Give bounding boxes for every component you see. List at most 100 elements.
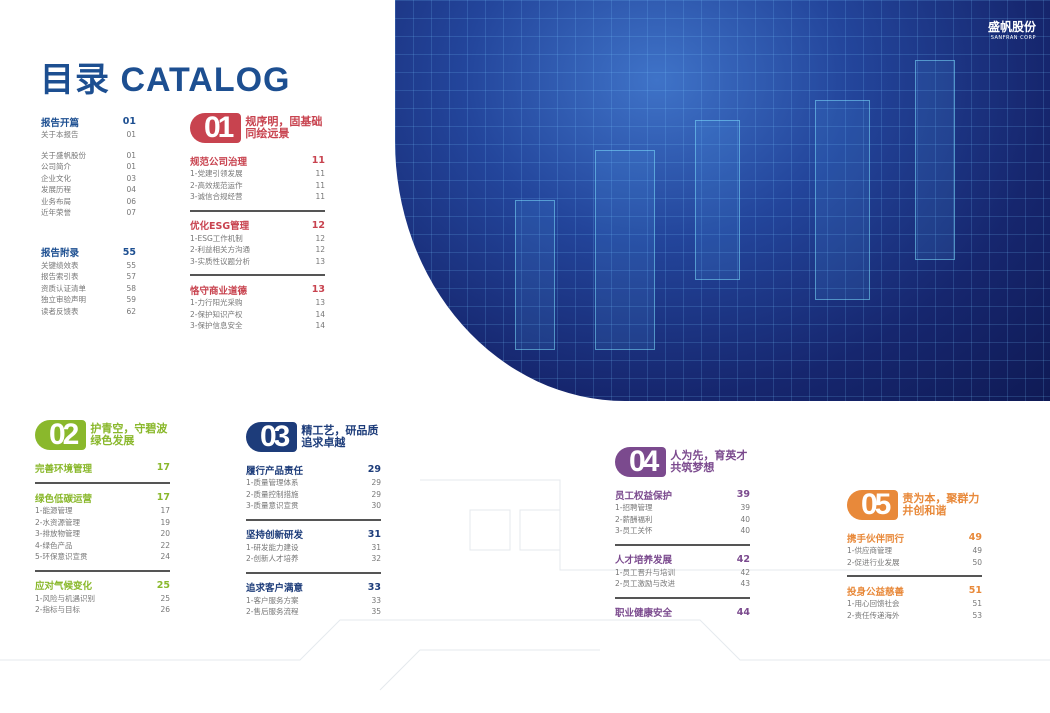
toc-heading[interactable]: 坚持创新研发 31 xyxy=(246,527,381,542)
toc-item-page: 07 xyxy=(126,208,136,218)
toc-item[interactable]: 2-指标与目标 26 xyxy=(35,604,170,616)
toc-item[interactable]: 2-高效规范运作 11 xyxy=(190,180,325,192)
toc-item[interactable]: 读者反馈表 62 xyxy=(41,306,136,318)
toc-item-page: 29 xyxy=(371,489,381,499)
toc-item[interactable]: 1-研发能力建设 31 xyxy=(246,542,381,554)
toc-item[interactable]: 1-招聘管理 39 xyxy=(615,502,750,514)
spacer xyxy=(41,141,136,150)
toc-item[interactable]: 3-诚信合规经营 11 xyxy=(190,191,325,203)
toc-item-label: 2-员工激励与改进 xyxy=(615,579,675,589)
toc-heading[interactable]: 恪守商业道德 13 xyxy=(190,282,325,297)
toc-item-label: 关于盛帆股份 xyxy=(41,150,86,160)
toc-item-page: 13 xyxy=(315,298,325,308)
toc-heading[interactable]: 绿色低碳运营 17 xyxy=(35,490,170,505)
toc-heading[interactable]: 追求客户满意 33 xyxy=(246,580,381,595)
toc-item[interactable]: 2-薪酬福利 40 xyxy=(615,514,750,526)
toc-item[interactable]: 3-实质性议题分析 13 xyxy=(190,256,325,268)
toc-heading-page: 42 xyxy=(736,553,750,565)
toc-item-page: 03 xyxy=(126,173,136,183)
toc-heading-page: 17 xyxy=(156,462,170,473)
toc-heading-label: 报告开篇 xyxy=(41,117,80,129)
toc-item-page: 14 xyxy=(315,321,325,331)
toc-item[interactable]: 5-环保意识宣贯 24 xyxy=(35,551,170,563)
toc-heading[interactable]: 人才培养发展 42 xyxy=(615,552,750,567)
section-number: 01 xyxy=(190,113,242,143)
toc-item[interactable]: 关于本报告 01 xyxy=(41,129,136,141)
toc-item[interactable]: 2-创新人才培养 32 xyxy=(246,553,381,565)
toc-heading-label: 人才培养发展 xyxy=(615,555,673,566)
toc-heading[interactable]: 履行产品责任 29 xyxy=(246,462,381,477)
toc-item[interactable]: 2-质量控制措施 29 xyxy=(246,489,381,501)
toc-heading-page: 13 xyxy=(311,284,325,295)
section-number: 05 xyxy=(847,490,899,520)
toc-item[interactable]: 1-用心回馈社会 51 xyxy=(847,598,982,610)
toc-heading[interactable]: 投身公益慈善 51 xyxy=(847,583,982,598)
toc-item-label: 4-绿色产品 xyxy=(35,540,73,550)
toc-item[interactable]: 2-利益相关方沟通 12 xyxy=(190,244,325,256)
toc-heading-label: 完善环境管理 xyxy=(35,463,93,475)
toc-item-label: 2-保护知识产权 xyxy=(190,309,243,319)
toc-item[interactable]: 独立审验声明 59 xyxy=(41,294,136,306)
toc-item-page: 39 xyxy=(740,503,750,513)
toc-heading[interactable]: 应对气候变化 25 xyxy=(35,578,170,593)
toc-item-page: 32 xyxy=(371,554,381,564)
section-title-line: 追求卓越 xyxy=(301,436,346,449)
toc-item[interactable]: 3-员工关怀 40 xyxy=(615,525,750,537)
toc-item-label: 近年荣誉 xyxy=(41,208,71,218)
toc-item-page: 57 xyxy=(126,272,136,282)
toc-item[interactable]: 1-供应商管理 49 xyxy=(847,545,982,557)
toc-item[interactable]: 业务布局 06 xyxy=(41,196,136,208)
toc-heading[interactable]: 规范公司治理 11 xyxy=(190,153,325,168)
toc-item[interactable]: 2-售后服务流程 35 xyxy=(246,606,381,618)
toc-item[interactable]: 2-保护知识产权 14 xyxy=(190,309,325,321)
toc-item[interactable]: 报告索引表 57 xyxy=(41,271,136,283)
toc-heading[interactable]: 优化ESG管理 12 xyxy=(190,218,325,233)
toc-item[interactable]: 资质认证清单 58 xyxy=(41,283,136,295)
toc-item[interactable]: 2-责任传递海外 53 xyxy=(847,610,982,622)
toc-item[interactable]: 公司简介 01 xyxy=(41,161,136,173)
toc-heading[interactable]: 职业健康安全 44 xyxy=(615,605,750,620)
divider xyxy=(615,596,750,599)
section-title-line: 同绘远景 xyxy=(245,127,290,140)
toc-item[interactable]: 1-能源管理 17 xyxy=(35,505,170,517)
toc-item-page: 01 xyxy=(126,130,136,140)
toc-heading[interactable]: 完善环境管理 17 xyxy=(35,460,170,475)
toc-item[interactable]: 关键绩效表 55 xyxy=(41,260,136,272)
toc-item[interactable]: 3-质量意识宣贯 30 xyxy=(246,500,381,512)
section-01-toc: 01 规序明，固基础 同绘远景规范公司治理 11 1-党建引领发展 11 2-高效规范运作 1… xyxy=(190,113,325,332)
toc-item[interactable]: 2-促进行业发展 50 xyxy=(847,557,982,569)
toc-item[interactable]: 1-客户服务方案 33 xyxy=(246,595,381,607)
toc-item[interactable]: 发展历程 04 xyxy=(41,184,136,196)
toc-item[interactable]: 2-水资源管理 19 xyxy=(35,517,170,529)
toc-item[interactable]: 近年荣誉 07 xyxy=(41,207,136,219)
toc-heading[interactable]: 携手伙伴同行 49 xyxy=(847,530,982,545)
toc-item[interactable]: 1-力行阳光采购 13 xyxy=(190,297,325,309)
toc-item[interactable]: 3-保护信息安全 14 xyxy=(190,320,325,332)
toc-item[interactable]: 1-员工晋升与培训 42 xyxy=(615,567,750,579)
toc-heading[interactable]: 报告开篇 01 xyxy=(41,114,136,129)
divider xyxy=(246,518,381,521)
toc-item[interactable]: 关于盛帆股份 01 xyxy=(41,150,136,162)
toc-item[interactable]: 1-ESG工作机制 12 xyxy=(190,233,325,245)
toc-item[interactable]: 3-排放物管理 20 xyxy=(35,528,170,540)
toc-item-label: 关键绩效表 xyxy=(41,260,79,270)
toc-item[interactable]: 2-员工激励与改进 43 xyxy=(615,578,750,590)
toc-heading[interactable]: 报告附录 55 xyxy=(41,245,136,260)
toc-item[interactable]: 4-绿色产品 22 xyxy=(35,540,170,552)
toc-item-label: 1-研发能力建设 xyxy=(246,542,299,552)
section-title: 责为本，聚群力 井创和谐 xyxy=(902,493,979,517)
toc-item[interactable]: 1-质量管理体系 29 xyxy=(246,477,381,489)
toc-heading[interactable]: 员工权益保护 39 xyxy=(615,487,750,502)
toc-item-label: 企业文化 xyxy=(41,173,71,183)
section-title-line: 井创和谐 xyxy=(902,504,947,517)
toc-heading-label: 携手伙伴同行 xyxy=(847,533,905,545)
section-05-toc: 05 责为本，聚群力 井创和谐携手伙伴同行 49 1-供应商管理 49 2-促进行业发展 50… xyxy=(847,490,982,621)
toc-item-page: 62 xyxy=(126,306,136,316)
toc-item[interactable]: 1-风险与机遇识别 25 xyxy=(35,593,170,605)
toc-item[interactable]: 企业文化 03 xyxy=(41,173,136,185)
toc-item-label: 关于本报告 xyxy=(41,130,79,140)
section-title: 规序明，固基础 同绘远景 xyxy=(245,116,322,140)
section-title-line: 责为本，聚群力 xyxy=(902,492,980,505)
toc-item[interactable]: 1-党建引领发展 11 xyxy=(190,168,325,180)
toc-heading-page: 44 xyxy=(736,606,750,618)
